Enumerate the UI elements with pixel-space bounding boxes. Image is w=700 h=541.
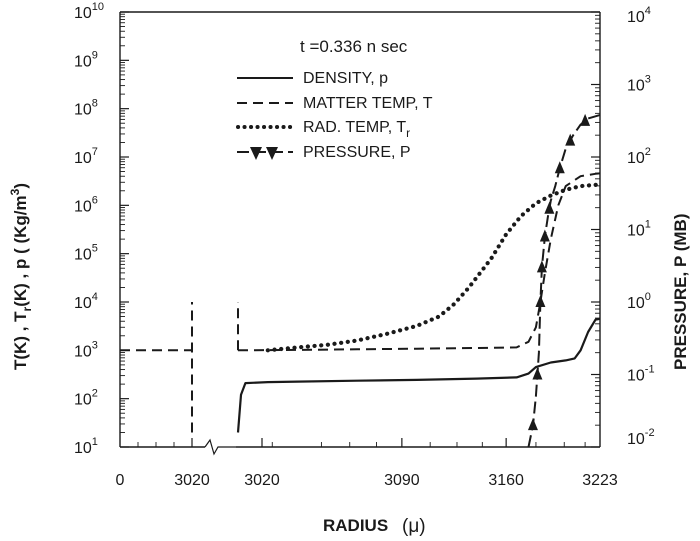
series-line-pressure-p xyxy=(527,114,601,448)
pressure-marker xyxy=(544,201,555,214)
left-tick-label: 107 xyxy=(74,146,98,167)
right-tick-label: 10-1 xyxy=(627,364,655,385)
right-tick-label: 10-2 xyxy=(627,427,655,448)
legend-label-density: DENSITY, p xyxy=(303,70,388,87)
y-axis-title-right: PRESSURE, P (MB) xyxy=(671,214,690,371)
legend-item-density: DENSITY, p xyxy=(237,70,388,87)
x-tick-label: 3020 xyxy=(244,472,280,489)
left-tick-label: 108 xyxy=(74,98,98,119)
right-tick-label: 101 xyxy=(627,219,651,240)
pressure-marker xyxy=(565,133,576,146)
legend-item-pressure: PRESSURE, P xyxy=(237,144,411,161)
legend-label-rad-temp: RAD. TEMP, Tr xyxy=(303,119,410,140)
right-tick-label: 102 xyxy=(627,146,651,167)
left-tick-label: 102 xyxy=(74,388,98,409)
x-tick-label: 3020 xyxy=(174,472,210,489)
pressure-marker xyxy=(532,367,543,380)
y-axis-title-left: T(K) , Tr(K) , p ( (Kg/m3) xyxy=(8,183,34,370)
series-line-rad-temp-tr xyxy=(265,182,603,353)
legend-item-rad-temp: RAD. TEMP, Tr xyxy=(236,119,410,140)
right-tick-label: 103 xyxy=(627,74,651,95)
chart-title: t =0.336 n sec xyxy=(300,37,408,56)
pressure-marker xyxy=(539,229,550,242)
left-tick-label: 105 xyxy=(74,243,98,264)
legend-marker-pressure xyxy=(250,147,262,160)
x-tick-label: 3160 xyxy=(488,472,524,489)
right-tick-label: 100 xyxy=(627,291,651,312)
x-axis-unit: (μ) xyxy=(402,516,426,537)
left-tick-label: 103 xyxy=(74,339,98,360)
pressure-marker xyxy=(527,418,538,431)
legend-item-matter-temp: MATTER TEMP, T xyxy=(237,95,433,112)
legend-label-pressure: PRESSURE, P xyxy=(303,144,411,161)
x-tick-label: 0 xyxy=(116,472,125,489)
axis-break xyxy=(204,438,236,456)
x-axis-ticks: 0 3020 3020 3090 3160 3223 xyxy=(116,438,618,489)
series-layer xyxy=(120,113,603,448)
series-line-matter-temp-t xyxy=(237,172,601,352)
x-tick-label: 3090 xyxy=(384,472,420,489)
legend: DENSITY, p MATTER TEMP, T RAD. TEMP, Tr … xyxy=(236,70,433,161)
pressure-marker xyxy=(536,260,547,273)
legend-marker-pressure xyxy=(266,147,278,160)
left-tick-label: 101 xyxy=(74,436,98,457)
right-tick-label: 104 xyxy=(627,5,651,26)
left-tick-label: 104 xyxy=(74,291,98,312)
left-tick-label: 106 xyxy=(74,194,98,215)
x-tick-label: 3223 xyxy=(582,472,618,489)
left-axis-ticks: 101 102 103 104 105 106 107 108 109 1010 xyxy=(74,1,129,457)
series-line-density-p xyxy=(236,317,601,433)
x-axis-title: RADIUS xyxy=(323,516,388,535)
legend-label-matter-temp: MATTER TEMP, T xyxy=(303,95,433,112)
left-tick-label: 1010 xyxy=(74,1,104,22)
pressure-marker xyxy=(535,295,546,307)
pressure-marker xyxy=(554,161,565,174)
left-tick-label: 109 xyxy=(74,49,98,70)
pressure-marker xyxy=(580,113,591,126)
